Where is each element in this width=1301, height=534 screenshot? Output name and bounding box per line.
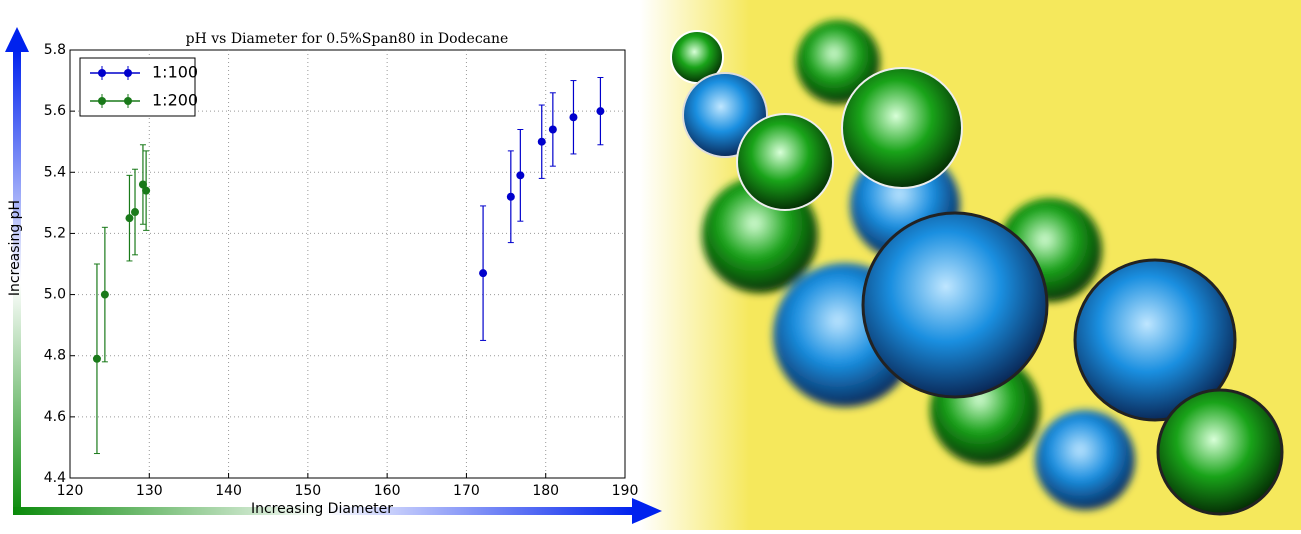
data-point (516, 171, 525, 180)
arrows (5, 27, 662, 524)
data-point (506, 192, 515, 201)
legend-label: 1:100 (152, 63, 198, 82)
x-tick-label: 140 (215, 483, 242, 499)
x-tick-label: 170 (453, 483, 480, 499)
y-axis-label: Increasing pH (7, 200, 23, 296)
y-tick-label: 5.8 (44, 42, 66, 58)
plot-frame (69, 49, 626, 479)
y-tick-label: 5.4 (44, 164, 66, 180)
y-tick-label: 5.6 (44, 103, 66, 119)
x-tick-label: 120 (57, 483, 84, 499)
decoration (640, 0, 1301, 530)
legend-box (79, 57, 196, 117)
x-tick-label: 160 (374, 483, 401, 499)
data-point (548, 125, 557, 134)
y-tick-label: 5.0 (44, 287, 66, 303)
data-point (131, 208, 140, 217)
data-point (569, 113, 578, 122)
data-point (142, 186, 151, 195)
x-tick-label: 130 (136, 483, 163, 499)
x-tick-label: 150 (294, 483, 321, 499)
chart-title: pH vs Diameter for 0.5%Span80 in Dodecan… (186, 31, 509, 47)
legend-marker (98, 97, 106, 105)
data-point (92, 354, 101, 363)
legend-marker (124, 69, 132, 77)
data-point (100, 290, 109, 299)
y-tick-label: 4.6 (44, 409, 66, 425)
data-point (537, 137, 546, 146)
data-point (125, 214, 134, 223)
data-point (138, 180, 147, 189)
x-tick-label: 180 (532, 483, 559, 499)
legend-marker (124, 97, 132, 105)
x-tick-label: 190 (612, 483, 639, 499)
x-axis-label: Increasing Diameter (251, 501, 393, 517)
data-point (479, 269, 488, 278)
data-point (596, 107, 605, 116)
y-tick-label: 5.2 (44, 225, 66, 241)
y-tick-label: 4.8 (44, 348, 66, 364)
legend-marker (98, 69, 106, 77)
legend-label: 1:200 (152, 91, 198, 110)
y-tick-label: 4.4 (44, 470, 66, 486)
